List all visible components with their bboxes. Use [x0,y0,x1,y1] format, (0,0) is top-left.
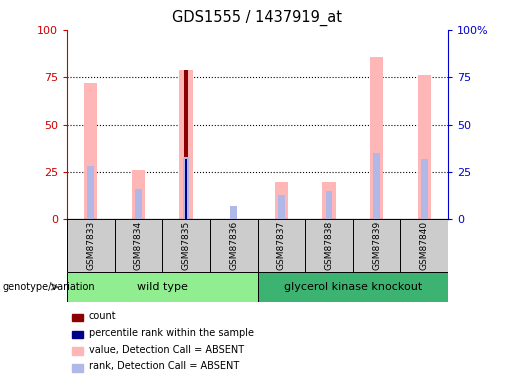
Bar [135,189,142,219]
Text: GSM87839: GSM87839 [372,221,381,270]
Bar [421,159,427,219]
Bar [230,206,237,219]
Text: wild type: wild type [137,282,187,292]
Bar [179,70,193,219]
Bar [184,159,187,219]
Text: GSM87833: GSM87833 [87,221,95,270]
Text: percentile rank within the sample: percentile rank within the sample [89,328,253,338]
Bar [67,272,258,302]
Bar [88,166,94,219]
Text: glycerol kinase knockout: glycerol kinase knockout [284,282,422,292]
Bar [84,83,97,219]
Text: GSM87838: GSM87838 [324,221,333,270]
Bar [373,153,380,219]
Text: GSM87837: GSM87837 [277,221,286,270]
Text: count: count [89,311,116,321]
Text: genotype/variation: genotype/variation [3,282,95,292]
Text: rank, Detection Call = ABSENT: rank, Detection Call = ABSENT [89,362,239,371]
Text: GSM87840: GSM87840 [420,221,428,270]
Text: GSM87834: GSM87834 [134,221,143,270]
Text: value, Detection Call = ABSENT: value, Detection Call = ABSENT [89,345,244,354]
Bar [370,57,383,219]
Bar [274,182,288,219]
Text: GSM87836: GSM87836 [229,221,238,270]
Bar [325,191,332,219]
Bar [132,170,145,219]
Bar [184,70,188,219]
Text: GSM87835: GSM87835 [182,221,191,270]
Bar [278,195,285,219]
Bar [418,75,431,219]
Bar [322,182,336,219]
Bar [183,157,190,219]
Text: GDS1555 / 1437919_at: GDS1555 / 1437919_at [173,9,342,26]
Bar [258,272,448,302]
